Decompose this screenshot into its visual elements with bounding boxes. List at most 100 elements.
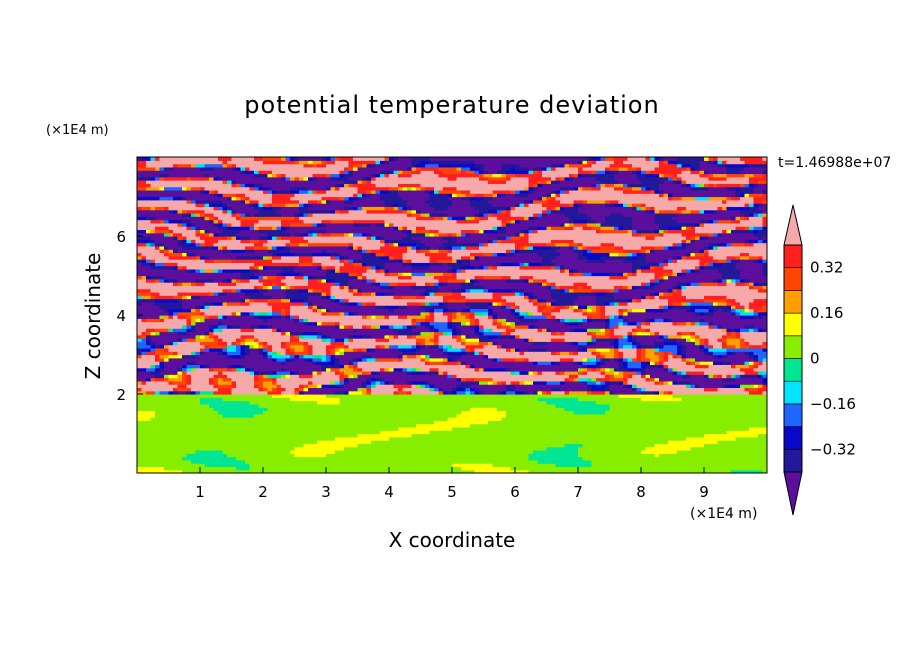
heatmap-cell xyxy=(686,446,692,451)
heatmap-cell xyxy=(330,403,336,408)
heatmap-cell xyxy=(335,403,341,408)
heatmap-cell xyxy=(510,417,516,421)
heatmap-cell xyxy=(240,459,246,464)
heatmap-cell xyxy=(722,436,728,441)
heatmap-cell xyxy=(209,420,215,425)
heatmap-cell xyxy=(290,430,296,435)
heatmap-cell xyxy=(681,440,687,444)
heatmap-cell xyxy=(627,463,633,468)
heatmap-cell xyxy=(605,456,611,461)
heatmap-cell xyxy=(276,403,282,408)
heatmap-cell xyxy=(218,459,224,464)
heatmap-cell xyxy=(699,417,705,421)
heatmap-cell xyxy=(236,446,242,451)
heatmap-cell xyxy=(357,417,363,421)
heatmap-cell xyxy=(137,426,143,431)
heatmap-cell xyxy=(650,426,656,431)
heatmap-cell xyxy=(533,440,539,444)
heatmap-cell xyxy=(614,443,620,448)
heatmap-cell xyxy=(389,440,395,444)
heatmap-cell xyxy=(699,420,705,425)
heatmap-cell xyxy=(416,459,422,464)
heatmap-cell xyxy=(353,446,359,451)
heatmap-cell xyxy=(285,466,291,471)
heatmap-cell xyxy=(560,433,566,438)
heatmap-cell xyxy=(434,423,440,428)
heatmap-cell xyxy=(276,463,282,468)
heatmap-cell xyxy=(456,410,462,415)
heatmap-cell xyxy=(731,407,737,412)
heatmap-cell xyxy=(317,459,323,464)
heatmap-cell xyxy=(488,440,494,444)
heatmap-cell xyxy=(452,423,458,428)
heatmap-cell xyxy=(668,420,674,425)
heatmap-cell xyxy=(321,417,327,421)
heatmap-cell xyxy=(353,466,359,471)
heatmap-cell xyxy=(173,403,179,408)
heatmap-cell xyxy=(452,426,458,431)
heatmap-cell xyxy=(627,413,633,418)
heatmap-cell xyxy=(425,413,431,418)
heatmap-cell xyxy=(510,453,516,458)
heatmap-cell xyxy=(546,446,552,451)
heatmap-cell xyxy=(744,407,750,412)
heatmap-cell xyxy=(200,466,206,471)
heatmap-cell xyxy=(708,417,714,421)
heatmap-cell xyxy=(632,459,638,464)
heatmap-cell xyxy=(195,430,201,435)
heatmap-cell xyxy=(447,426,453,431)
heatmap-cell xyxy=(510,423,516,428)
heatmap-cell xyxy=(294,453,300,458)
heatmap-cell xyxy=(150,413,156,418)
heatmap-cell xyxy=(294,469,300,473)
heatmap-cell xyxy=(177,443,183,448)
heatmap-cell xyxy=(240,430,246,435)
heatmap-cell xyxy=(704,423,710,428)
heatmap-cell xyxy=(195,456,201,461)
heatmap-cell xyxy=(524,453,530,458)
heatmap-cell xyxy=(501,407,507,412)
heatmap-cell xyxy=(470,449,476,454)
heatmap-cell xyxy=(600,410,606,415)
heatmap-cell xyxy=(267,403,273,408)
heatmap-cell xyxy=(389,446,395,451)
heatmap-cell xyxy=(353,449,359,454)
heatmap-cell xyxy=(479,443,485,448)
heatmap-cell xyxy=(236,469,242,473)
heatmap-cell xyxy=(393,417,399,421)
heatmap-cell xyxy=(308,423,314,428)
heatmap-cell xyxy=(366,410,372,415)
heatmap-cell xyxy=(663,440,669,444)
heatmap-cell xyxy=(470,433,476,438)
heatmap-cell xyxy=(483,446,489,451)
heatmap-cell xyxy=(645,433,651,438)
heatmap-cell xyxy=(303,410,309,415)
heatmap-cell xyxy=(623,433,629,438)
heatmap-cell xyxy=(537,453,543,458)
heatmap-cell xyxy=(344,436,350,441)
heatmap-cell xyxy=(344,420,350,425)
heatmap-cell xyxy=(443,469,449,473)
heatmap-cell xyxy=(483,433,489,438)
heatmap-cell xyxy=(380,446,386,451)
heatmap-cell xyxy=(578,410,584,415)
heatmap-cell xyxy=(713,459,719,464)
heatmap-cell xyxy=(645,469,651,473)
heatmap-cell xyxy=(564,433,570,438)
heatmap-cell xyxy=(627,456,633,461)
heatmap-cell xyxy=(348,413,354,418)
heatmap-cell xyxy=(411,446,417,451)
heatmap-cell xyxy=(258,436,264,441)
heatmap-cell xyxy=(348,453,354,458)
heatmap-cell xyxy=(762,423,767,428)
heatmap-cell xyxy=(456,417,462,421)
heatmap-cell xyxy=(285,433,291,438)
heatmap-cell xyxy=(249,446,255,451)
heatmap-cell xyxy=(618,449,624,454)
heatmap-cell xyxy=(591,417,597,421)
heatmap-cell xyxy=(150,407,156,412)
heatmap-cell xyxy=(164,446,170,451)
heatmap-cell xyxy=(258,423,264,428)
heatmap-cell xyxy=(182,466,188,471)
heatmap-cell xyxy=(267,407,273,412)
